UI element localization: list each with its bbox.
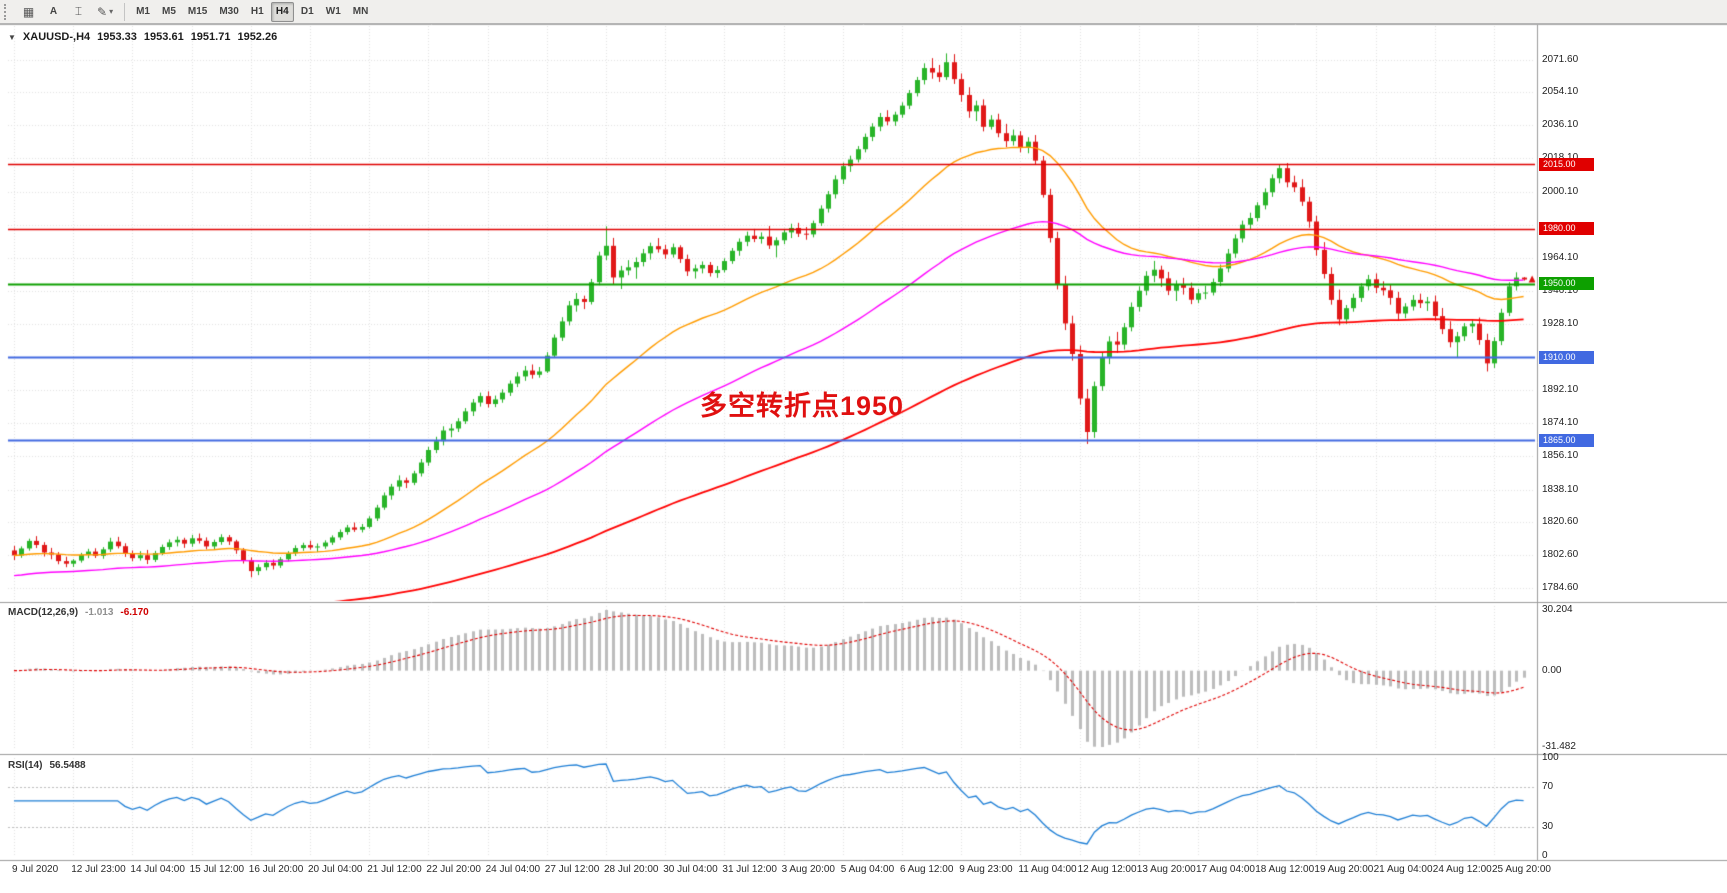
draw-tool-button[interactable]: ✎ ▾ xyxy=(92,2,118,22)
timeframe-m5-button[interactable]: M5 xyxy=(157,2,181,22)
toolbar-separator xyxy=(124,2,126,21)
timeframe-m1-button[interactable]: M1 xyxy=(131,2,155,22)
crosshair-tool-button[interactable]: ⌶ xyxy=(67,2,90,22)
chevron-down-icon: ▾ xyxy=(109,7,114,16)
crosshair-icon: ⌶ xyxy=(74,4,83,18)
text-tool-icon: A xyxy=(49,6,58,17)
timeframe-mn-button[interactable]: MN xyxy=(348,2,374,22)
draw-tool-icon: ✎ xyxy=(97,4,108,19)
toolbar-grip[interactable] xyxy=(4,3,11,20)
timeframe-d1-button[interactable]: D1 xyxy=(296,2,319,22)
text-tool-button[interactable]: A xyxy=(42,2,65,22)
timeframe-m15-button[interactable]: M15 xyxy=(183,2,212,22)
chart-grid-icon: ▦ xyxy=(22,4,35,19)
timeframe-m30-button[interactable]: M30 xyxy=(214,2,243,22)
chart-grid-button[interactable]: ▦ xyxy=(17,2,40,22)
timeframe-h4-button[interactable]: H4 xyxy=(270,1,294,22)
toolbar: ▦ A ⌶ ✎ ▾ M1 M5 M15 M30 H1 H4 D1 W1 MN xyxy=(0,0,1727,24)
timeframe-w1-button[interactable]: W1 xyxy=(321,2,346,22)
timeframe-h1-button[interactable]: H1 xyxy=(246,2,269,22)
